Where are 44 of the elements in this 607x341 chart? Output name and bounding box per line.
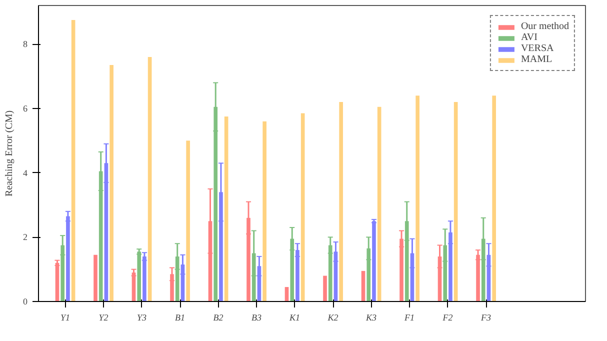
x-tick-label: Y3 [137,312,148,322]
bar [372,221,376,302]
y-tick-label: 0 [23,296,28,306]
legend-label: VERSA [520,43,554,54]
bar [224,116,228,302]
bar [377,106,382,302]
legend-label: Our method [520,21,569,32]
x-tick-label: F2 [442,312,454,322]
x-tick-label: Y2 [98,312,109,322]
legend-label: MAML [520,54,552,65]
y-tick-label: 4 [23,168,28,178]
x-tick-label: B2 [213,312,224,322]
x-tick-label: F1 [404,312,415,322]
bar [186,140,190,302]
x-tick-label: B1 [175,312,186,322]
x-tick-label: B3 [252,312,262,322]
legend-label: AVI [520,32,538,43]
bar [339,102,343,302]
x-tick-label: Y1 [60,312,70,322]
x-tick-label: K1 [288,312,300,322]
x-tick-label: K3 [365,312,378,322]
x-tick-label: K2 [326,312,339,322]
bar [71,20,76,302]
bar [66,216,70,302]
bar [262,121,266,302]
bar [132,272,136,302]
bar [454,102,458,302]
bar [94,254,98,302]
bar [323,276,327,302]
bar [142,256,146,302]
bar [137,252,142,302]
bar [476,254,480,302]
bar [300,113,305,302]
y-axis-title: Reaching Error (CM) [4,110,15,197]
x-tick-label: F3 [480,312,492,322]
bar [361,270,366,302]
bar [148,56,152,302]
bar [416,96,420,302]
y-tick-label: 8 [23,39,28,50]
y-tick-label: 6 [23,103,28,114]
bar [492,96,496,302]
bar [110,65,114,302]
y-tick-label: 2 [23,232,28,242]
bar [55,262,60,302]
